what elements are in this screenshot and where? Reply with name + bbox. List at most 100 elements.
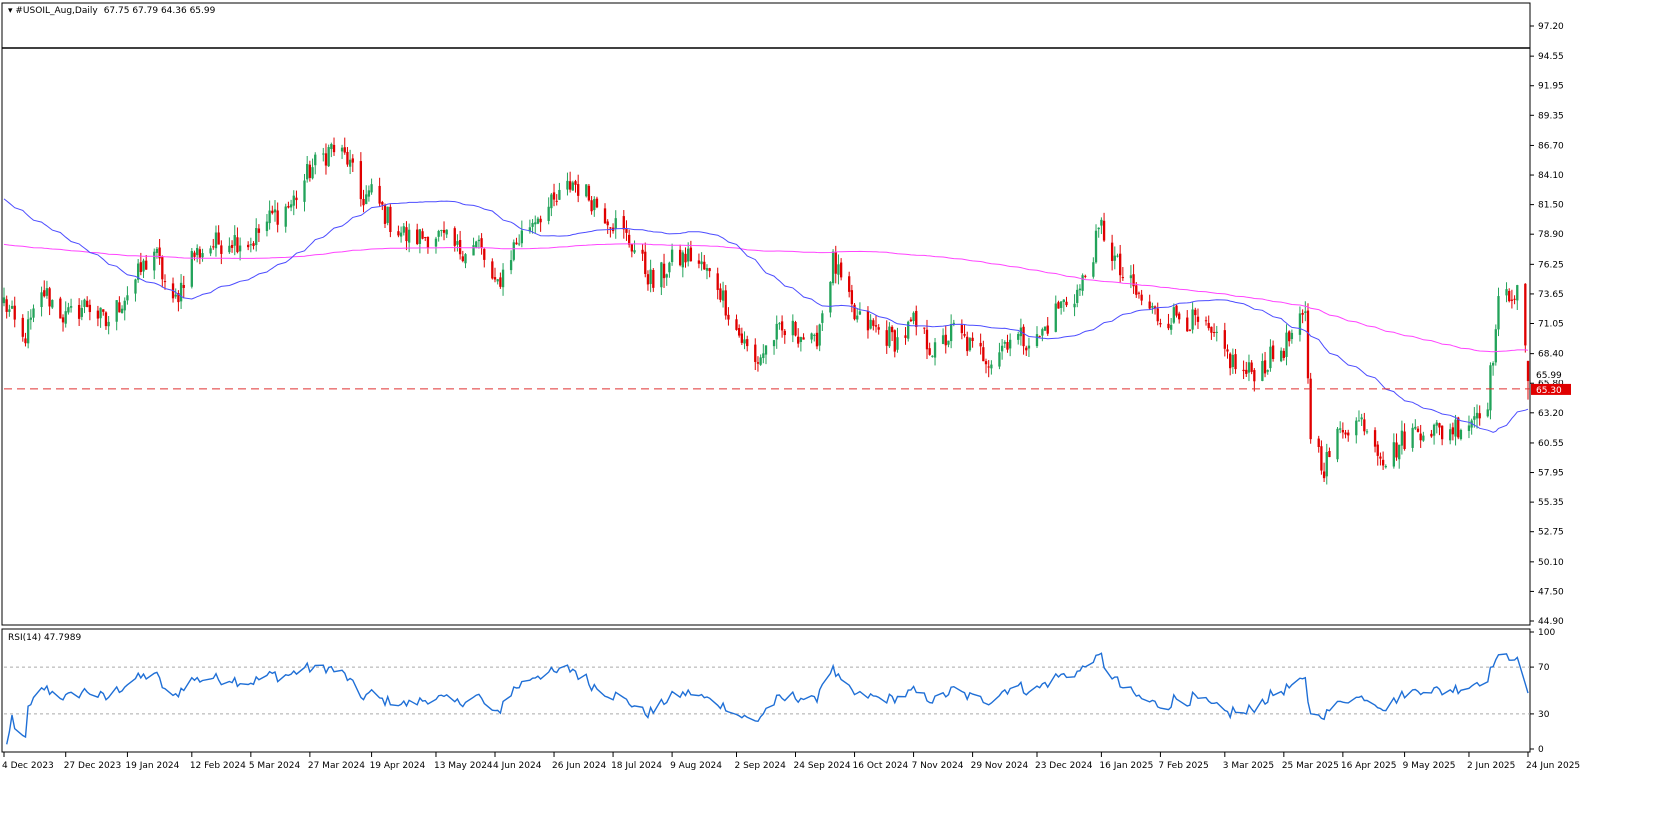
candle-body [1229, 353, 1232, 369]
candle-body [625, 228, 628, 233]
candle-body [684, 253, 687, 263]
candle-body [915, 310, 918, 327]
candle-body [1078, 288, 1082, 291]
candle-body [1422, 435, 1425, 441]
candle-body [799, 337, 803, 342]
candle-body [1494, 329, 1497, 363]
candle-body [1027, 345, 1031, 349]
support-price-label: 65.30 [1536, 386, 1562, 396]
candle-body [1301, 312, 1304, 315]
x-tick-label: 7 Feb 2025 [1158, 761, 1208, 771]
candle-body [405, 227, 408, 242]
candle-body [904, 335, 907, 338]
candle-body [660, 262, 663, 288]
candle-body [238, 245, 242, 252]
candle-body [1242, 369, 1245, 372]
x-tick-label: 29 Nov 2024 [971, 761, 1029, 771]
support-price-bg [1531, 383, 1571, 395]
candle-body [214, 232, 218, 249]
y-tick-label: 81.50 [1538, 201, 1564, 211]
candle-body [966, 336, 969, 352]
candle-body [370, 184, 373, 193]
candle-body [652, 270, 655, 288]
candle-body [587, 185, 591, 201]
candle-body [1113, 255, 1116, 261]
candle-body [593, 199, 596, 211]
candle-body [475, 241, 478, 248]
candle-body [461, 256, 464, 262]
candle-body [874, 325, 878, 327]
candle-body [1172, 307, 1175, 323]
candle-body [399, 232, 403, 237]
candle-body [1000, 345, 1004, 352]
candle-body [912, 312, 915, 322]
candle-body [5, 299, 8, 312]
dropdown-arrow-icon: ▾ [8, 6, 15, 16]
candle-body [295, 197, 298, 201]
candle-body [1234, 354, 1237, 370]
candle-body [791, 320, 794, 336]
candle-body [292, 195, 295, 206]
candle-body [1435, 422, 1438, 426]
candle-body [1207, 322, 1210, 329]
candle-body [424, 237, 427, 239]
candle-body [421, 231, 424, 239]
candle-body [990, 364, 993, 369]
candle-body [1223, 330, 1226, 349]
candle-body [1038, 336, 1041, 338]
candle-body [402, 226, 405, 233]
candle-body [866, 310, 870, 331]
candle-body [1092, 262, 1095, 277]
candle-body [1475, 412, 1479, 419]
rsi-line [6, 652, 1529, 745]
candle-body [1003, 342, 1006, 344]
candle-body [161, 256, 164, 280]
candle-body [754, 344, 757, 362]
candle-body [389, 206, 392, 233]
candle-body [1081, 275, 1084, 291]
candle-body [434, 238, 438, 247]
candle-body [21, 317, 24, 337]
candle-body [633, 250, 636, 253]
candle-body [142, 260, 145, 272]
candle-body [1017, 334, 1020, 340]
candle-body [163, 281, 167, 283]
candle-body [888, 326, 891, 347]
candle-body [775, 323, 778, 340]
candle-body [1250, 362, 1253, 372]
candle-body [88, 304, 92, 313]
candle-body [1395, 442, 1398, 458]
candle-body [332, 144, 336, 153]
candle-body [453, 228, 456, 246]
y-tick-label: 89.35 [1538, 111, 1564, 121]
candle-body [1489, 365, 1492, 411]
candle-body [367, 190, 371, 197]
candle-body [236, 237, 239, 253]
candle-body [118, 302, 121, 313]
candle-body [520, 230, 523, 244]
candle-body [8, 309, 11, 312]
candle-body [649, 269, 652, 285]
candle-body [764, 345, 768, 355]
x-tick-label: 7 Nov 2024 [912, 761, 964, 771]
candle-body [1449, 429, 1452, 441]
candle-body [1261, 361, 1264, 381]
candle-body [386, 206, 389, 223]
candle-body [102, 309, 105, 312]
candle-body [907, 321, 910, 339]
candle-body [314, 154, 317, 166]
candle-body [174, 294, 177, 297]
candle-body [1524, 283, 1527, 346]
candle-body [568, 181, 572, 190]
candle-body [13, 305, 16, 320]
candle-body [1430, 433, 1433, 437]
candle-body [1210, 326, 1213, 333]
candle-body [1432, 424, 1436, 436]
last-price-label: 65.99 [1536, 371, 1562, 381]
candle-body [1151, 306, 1154, 308]
candle-body [1285, 332, 1288, 357]
candle-body [198, 249, 202, 258]
candle-body [1148, 301, 1151, 309]
x-tick-label: 25 Mar 2025 [1282, 761, 1339, 771]
candle-body [689, 247, 693, 262]
